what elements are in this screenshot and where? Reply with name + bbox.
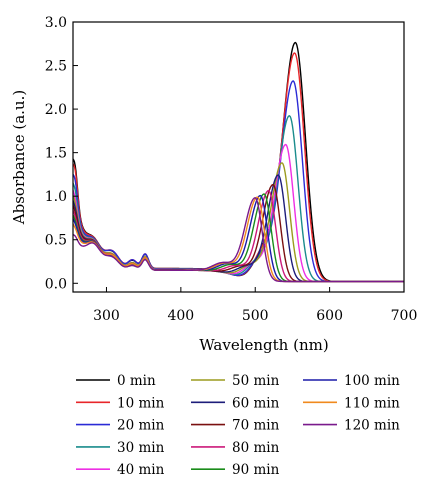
x-tick-label: 500 bbox=[242, 308, 269, 324]
series-line-120-min bbox=[73, 197, 404, 283]
series-line-0-min bbox=[73, 41, 404, 283]
plot-curves bbox=[73, 41, 404, 283]
legend-label: 10 min bbox=[117, 395, 165, 411]
y-tick-label: 3.0 bbox=[45, 15, 67, 31]
series-line-10-min bbox=[73, 52, 404, 283]
legend-label: 70 min bbox=[232, 418, 280, 434]
x-axis-ticks: 300 400 500 600 700 bbox=[93, 287, 417, 324]
legend-label: 30 min bbox=[117, 440, 165, 456]
y-tick-label: 0.0 bbox=[45, 276, 67, 292]
legend-label: 100 min bbox=[344, 373, 400, 389]
x-tick-label: 400 bbox=[167, 308, 194, 324]
x-tick-label: 300 bbox=[93, 308, 120, 324]
legend-label: 80 min bbox=[232, 440, 280, 456]
legend-label: 0 min bbox=[117, 373, 156, 389]
y-tick-label: 0.5 bbox=[45, 233, 67, 249]
y-tick-label: 2.5 bbox=[45, 59, 67, 75]
legend-label: 120 min bbox=[344, 418, 400, 434]
legend: 0 min 10 min 20 min 30 min 40 min 50 min 60 mi… bbox=[76, 373, 400, 478]
x-tick-label: 600 bbox=[316, 308, 343, 324]
y-tick-label: 2.0 bbox=[45, 102, 67, 118]
y-axis-title: Absorbance (a.u.) bbox=[10, 90, 28, 225]
x-axis-title: Wavelength (nm) bbox=[199, 336, 328, 354]
y-tick-label: 1.0 bbox=[45, 189, 67, 205]
legend-label: 50 min bbox=[232, 373, 280, 389]
x-tick-label: 700 bbox=[391, 308, 418, 324]
plot-frame bbox=[72, 21, 405, 293]
y-tick-label: 1.5 bbox=[45, 146, 67, 162]
legend-label: 20 min bbox=[117, 418, 165, 434]
series-line-70-min bbox=[73, 183, 404, 283]
legend-label: 90 min bbox=[232, 462, 280, 478]
legend-label: 110 min bbox=[344, 395, 400, 411]
legend-label: 40 min bbox=[117, 462, 165, 478]
y-axis-ticks: 0.0 0.5 1.0 1.5 2.0 2.5 3.0 bbox=[45, 15, 78, 292]
legend-label: 60 min bbox=[232, 395, 280, 411]
